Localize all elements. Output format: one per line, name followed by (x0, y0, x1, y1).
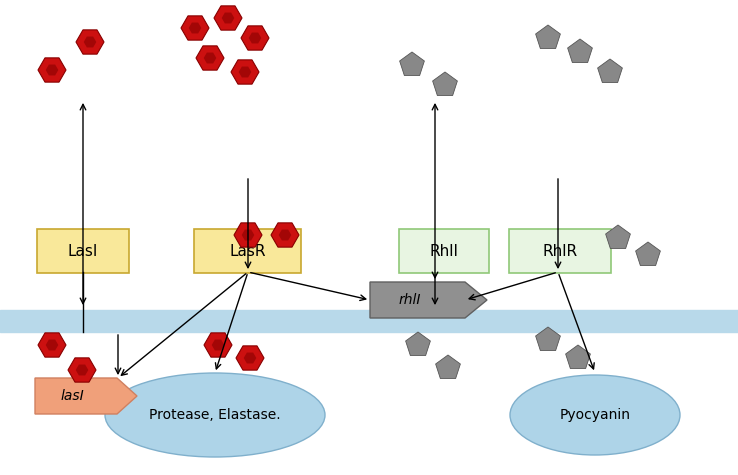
Polygon shape (38, 58, 66, 82)
Polygon shape (241, 26, 269, 50)
Polygon shape (598, 59, 622, 83)
Polygon shape (214, 6, 242, 30)
Polygon shape (76, 30, 104, 54)
Text: Protease, Elastase.: Protease, Elastase. (149, 408, 281, 422)
Text: RhlI: RhlI (430, 244, 458, 258)
Text: lasI: lasI (60, 389, 84, 403)
Text: Pyocyanin: Pyocyanin (559, 408, 630, 422)
Polygon shape (536, 25, 560, 48)
Polygon shape (46, 65, 58, 76)
Polygon shape (196, 46, 224, 70)
Polygon shape (568, 39, 593, 63)
Polygon shape (221, 12, 234, 23)
Polygon shape (204, 53, 216, 64)
Polygon shape (606, 225, 630, 248)
Ellipse shape (510, 375, 680, 455)
Polygon shape (181, 16, 209, 40)
Polygon shape (76, 364, 89, 375)
Text: RhlR: RhlR (542, 244, 578, 258)
Polygon shape (244, 352, 256, 363)
Text: LasI: LasI (68, 244, 98, 258)
Polygon shape (635, 242, 661, 266)
Polygon shape (68, 358, 96, 382)
Polygon shape (400, 52, 424, 76)
FancyBboxPatch shape (37, 229, 129, 273)
Polygon shape (46, 340, 58, 351)
Polygon shape (212, 340, 224, 351)
Polygon shape (370, 282, 487, 318)
Text: rhlI: rhlI (399, 293, 421, 307)
Polygon shape (249, 33, 261, 43)
Polygon shape (231, 60, 259, 84)
Polygon shape (435, 355, 461, 379)
Polygon shape (35, 378, 137, 414)
Polygon shape (242, 229, 255, 240)
Polygon shape (279, 229, 292, 240)
Polygon shape (38, 333, 66, 357)
Text: LasR: LasR (230, 244, 266, 258)
Polygon shape (83, 37, 96, 48)
Polygon shape (406, 332, 430, 355)
Polygon shape (271, 223, 299, 247)
Polygon shape (189, 22, 201, 33)
FancyBboxPatch shape (509, 229, 611, 273)
Polygon shape (238, 66, 252, 77)
Polygon shape (204, 333, 232, 357)
Polygon shape (536, 327, 560, 351)
Bar (0, 310, 738, 332)
Polygon shape (236, 346, 264, 370)
Polygon shape (234, 223, 262, 247)
FancyBboxPatch shape (399, 229, 489, 273)
Polygon shape (432, 72, 458, 95)
Polygon shape (565, 345, 590, 369)
FancyBboxPatch shape (194, 229, 301, 273)
Ellipse shape (105, 373, 325, 457)
